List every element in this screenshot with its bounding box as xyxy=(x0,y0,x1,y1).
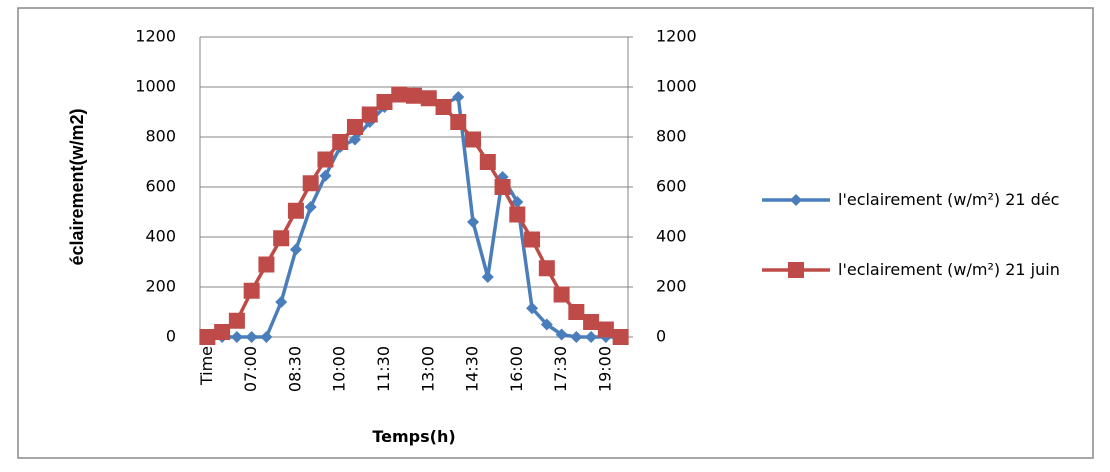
marker xyxy=(585,331,598,343)
marker xyxy=(304,201,317,213)
legend-marker xyxy=(790,194,802,206)
y2-tick-label: 800 xyxy=(656,127,687,146)
marker xyxy=(406,87,422,104)
marker xyxy=(228,312,245,329)
x-axis-title: Temps(h) xyxy=(372,427,455,446)
x-tick-label: 11:30 xyxy=(374,346,393,392)
x-tick-label: 16:00 xyxy=(507,346,526,392)
marker xyxy=(479,154,496,170)
marker xyxy=(230,331,243,343)
x-tick-label: 14:30 xyxy=(463,346,482,392)
marker xyxy=(481,271,494,283)
marker xyxy=(555,328,568,341)
marker xyxy=(243,282,260,299)
marker xyxy=(435,99,452,115)
x-tick-label: 07:00 xyxy=(241,346,260,392)
y-tick-label: 600 xyxy=(145,177,176,196)
y2-tick-label: 1200 xyxy=(656,27,697,46)
y-tick-label: 400 xyxy=(145,227,176,246)
x-tick-label: 19:00 xyxy=(595,346,614,392)
marker xyxy=(361,106,378,123)
y-tick-label: 0 xyxy=(166,327,176,346)
marker xyxy=(450,114,467,130)
y-tick-label: 1200 xyxy=(135,27,176,46)
marker xyxy=(214,324,231,340)
marker xyxy=(612,329,629,345)
marker xyxy=(509,206,526,223)
y2-tick-label: 400 xyxy=(656,227,687,246)
marker xyxy=(391,86,408,103)
x-tick-label: 13:00 xyxy=(418,346,437,392)
marker xyxy=(376,94,393,110)
marker xyxy=(465,131,482,148)
legend-label: l'eclairement (w/m²) 21 juin xyxy=(838,260,1060,279)
y2-tick-label: 200 xyxy=(656,277,687,296)
y-tick-label: 1000 xyxy=(135,77,176,96)
marker xyxy=(526,302,539,315)
marker xyxy=(494,179,511,195)
marker xyxy=(319,169,332,182)
marker xyxy=(570,331,583,343)
marker xyxy=(452,91,465,103)
marker xyxy=(467,216,480,228)
x-tick-label: 17:30 xyxy=(551,346,570,392)
marker xyxy=(583,314,600,330)
marker xyxy=(540,318,553,331)
legend-label: l'eclairement (w/m²) 21 déc xyxy=(838,190,1060,209)
marker xyxy=(273,230,290,247)
legend-marker xyxy=(788,262,804,278)
marker xyxy=(348,133,361,146)
chart-frame xyxy=(17,7,1094,459)
marker xyxy=(597,321,614,338)
marker xyxy=(302,175,319,192)
marker xyxy=(289,243,302,256)
marker xyxy=(245,331,258,343)
marker xyxy=(199,329,216,345)
x-tick-label: 08:30 xyxy=(285,346,304,392)
marker xyxy=(317,151,334,168)
y2-tick-label: 0 xyxy=(656,327,666,346)
y-tick-label: 800 xyxy=(145,127,176,146)
marker xyxy=(511,196,524,208)
marker xyxy=(420,90,437,107)
marker xyxy=(524,231,541,248)
x-tick-label: Time xyxy=(197,346,216,386)
marker xyxy=(553,286,570,303)
y2-tick-label: 1000 xyxy=(656,77,697,96)
marker xyxy=(260,331,273,343)
marker xyxy=(275,296,288,308)
y-tick-label: 200 xyxy=(145,277,176,296)
marker xyxy=(332,134,349,150)
marker xyxy=(258,256,275,273)
marker xyxy=(538,260,555,277)
y2-tick-label: 600 xyxy=(656,177,687,196)
marker xyxy=(568,304,585,320)
marker xyxy=(287,202,304,219)
marker xyxy=(346,119,363,135)
y-axis-title: éclairement(w/m2) xyxy=(67,108,87,265)
x-tick-label: 10:00 xyxy=(330,346,349,392)
